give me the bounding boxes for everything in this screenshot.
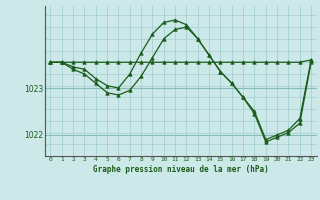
X-axis label: Graphe pression niveau de la mer (hPa): Graphe pression niveau de la mer (hPa) — [93, 165, 269, 174]
